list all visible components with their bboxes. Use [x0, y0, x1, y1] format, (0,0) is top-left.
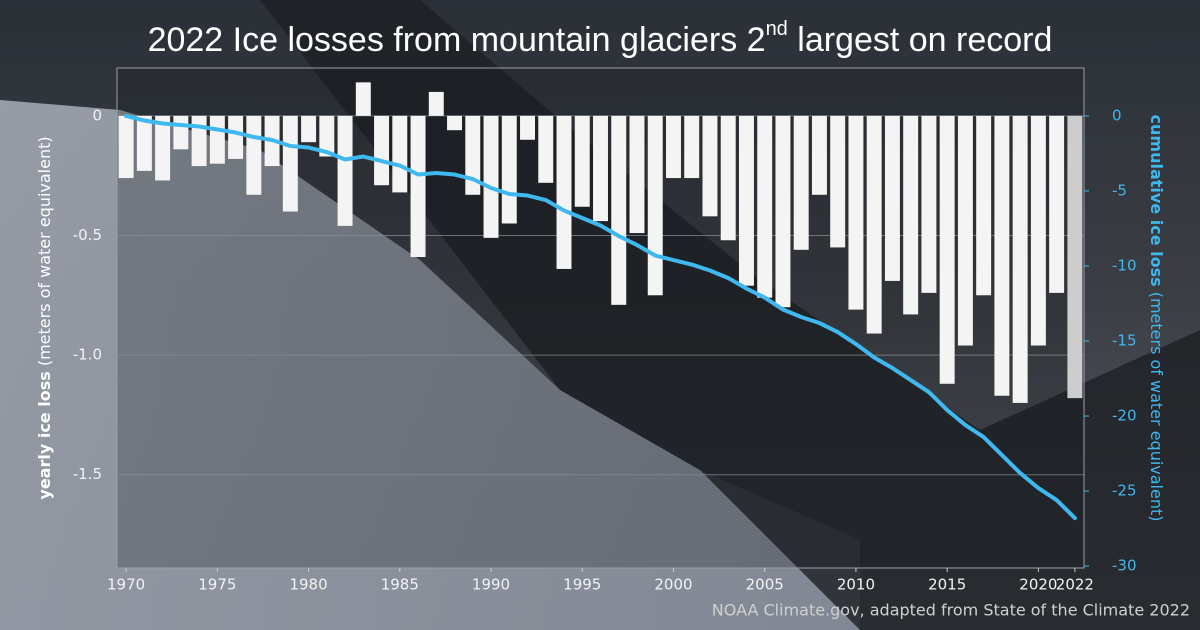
y2-tick-label: -10: [1112, 257, 1137, 275]
bar: [246, 115, 262, 195]
bar: [848, 115, 864, 310]
y2-tick-label: -25: [1112, 482, 1137, 500]
bar: [666, 115, 681, 179]
bar: [392, 115, 408, 193]
y2-axis-label: cumulative ice loss (meters of water equ…: [1148, 115, 1167, 522]
bar: [520, 115, 535, 140]
bar: [191, 115, 207, 167]
bar: [118, 115, 134, 179]
bar: [428, 91, 444, 116]
bar: [228, 115, 244, 159]
bar: [136, 115, 152, 171]
bar: [319, 115, 335, 157]
bar: [702, 115, 718, 217]
x-tick-label: 2020: [1019, 576, 1057, 594]
y2-label-bold: cumulative ice loss: [1148, 115, 1167, 287]
bar: [884, 115, 900, 281]
bar: [465, 115, 481, 195]
glacier-backdrop: [0, 100, 860, 630]
bar: [830, 115, 846, 248]
bar: [337, 115, 353, 226]
bar: [811, 115, 827, 195]
bar: [775, 115, 791, 308]
bar: [903, 115, 919, 315]
y2-tick-label: 0: [1112, 107, 1122, 125]
y2-tick-label: -30: [1112, 557, 1137, 575]
bar: [994, 115, 1010, 396]
y2-tick-label: -5: [1112, 182, 1127, 200]
bar: [155, 115, 171, 181]
bar: [976, 115, 992, 296]
y-label-rest: (meters of water equivalent): [35, 136, 54, 371]
bar: [593, 115, 608, 222]
bar: [173, 115, 189, 150]
x-tick-label: 1980: [289, 576, 327, 594]
title-text: 2022 Ice losses from mountain glaciers 2: [148, 21, 766, 59]
bar: [1067, 115, 1083, 399]
bar: [738, 115, 754, 286]
y-tick-label: -1.0: [73, 346, 102, 364]
title-text: largest on record: [788, 21, 1053, 59]
y2-label-rest: (meters of water equivalent): [1148, 287, 1167, 522]
x-tick-label: 1970: [107, 576, 145, 594]
title-superscript: nd: [766, 18, 788, 40]
bar: [647, 115, 663, 296]
bar: [538, 115, 554, 183]
bar: [483, 115, 499, 238]
chart-title: 2022 Ice losses from mountain glaciers 2…: [148, 18, 1053, 59]
bar: [939, 115, 955, 384]
cumulative-line: [124, 114, 1077, 521]
y-tick-label: 0: [92, 106, 102, 124]
y-tick-label: -1.5: [73, 465, 102, 483]
x-tick-label: 2022: [1056, 576, 1094, 594]
bar: [355, 82, 371, 116]
bar: [720, 115, 736, 241]
bar: [574, 115, 590, 207]
bar: [629, 115, 645, 234]
bar: [501, 115, 517, 224]
x-tick-label: 1985: [381, 576, 419, 594]
bar: [282, 115, 298, 212]
source: NOAA Climate.gov, adapted from State of …: [712, 601, 1190, 620]
y-axis-label: yearly ice loss (meters of water equival…: [35, 136, 54, 499]
y-label-bold: yearly ice loss: [35, 371, 54, 499]
x-tick-label: 1995: [563, 576, 601, 594]
bar: [447, 115, 463, 131]
x-tick-label: 2000: [654, 576, 692, 594]
bar: [611, 115, 627, 305]
bar: [374, 115, 390, 186]
x-tick-label: 1975: [198, 576, 236, 594]
y2-tick-label: -20: [1112, 407, 1137, 425]
bar: [1012, 115, 1028, 403]
bar: [209, 115, 225, 164]
bar: [410, 115, 426, 257]
bar: [866, 115, 882, 334]
bar: [684, 115, 700, 179]
bar: [1049, 115, 1065, 293]
bar: [921, 115, 937, 293]
x-tick-label: 2005: [746, 576, 784, 594]
bar: [757, 115, 773, 298]
bar: [301, 115, 317, 143]
x-tick-label: 1990: [472, 576, 510, 594]
x-tick-label: 2015: [928, 576, 966, 594]
bar: [957, 115, 973, 346]
y2-tick-label: -15: [1112, 332, 1137, 350]
x-tick-label: 2010: [837, 576, 875, 594]
bar: [1030, 115, 1046, 346]
bar: [556, 115, 572, 269]
bar: [793, 115, 809, 250]
y-tick-label: -0.5: [73, 226, 102, 244]
